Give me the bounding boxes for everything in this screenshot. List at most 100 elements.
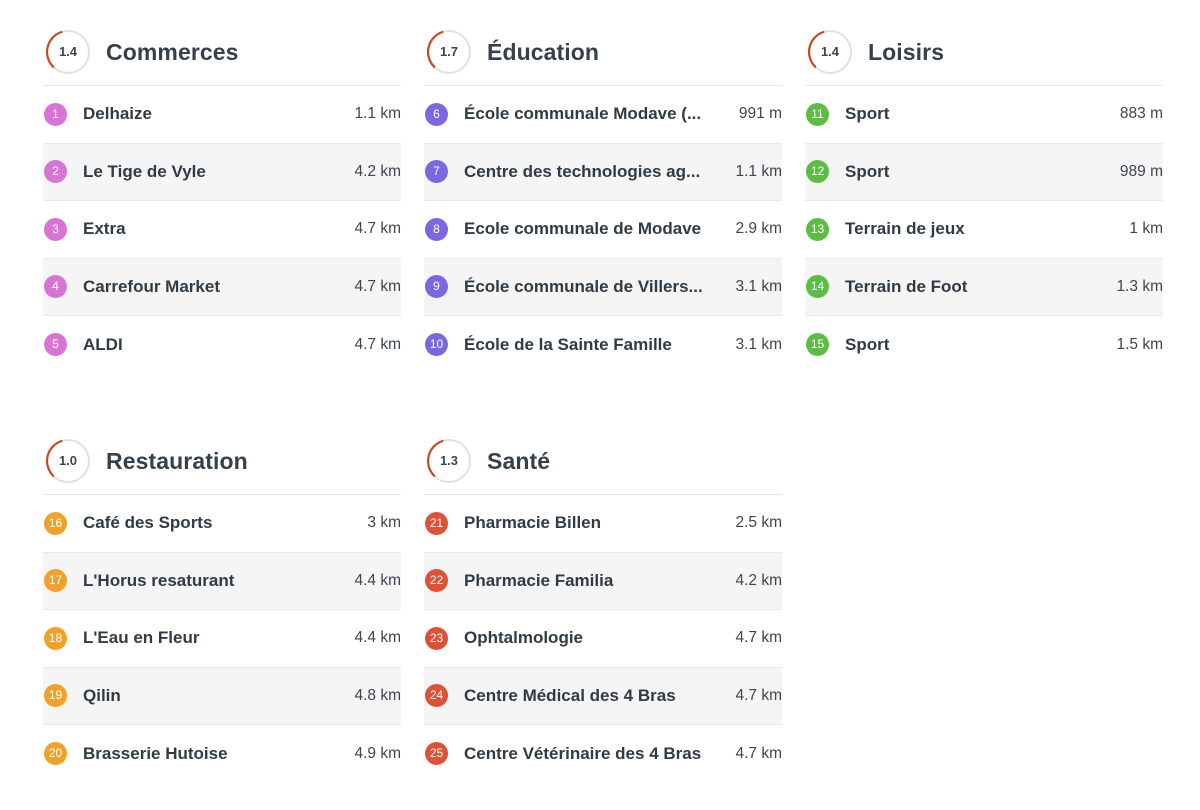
marker-number-badge: 5 <box>44 333 67 357</box>
list-item[interactable]: 6 École communale Modave (... 991 m <box>424 86 782 144</box>
place-distance: 4.9 km <box>354 744 401 762</box>
place-distance: 1.1 km <box>354 105 401 123</box>
marker-number-badge: 15 <box>806 333 829 357</box>
category-header: 1.0 Restauration <box>43 428 401 495</box>
list-item[interactable]: 8 Ecole communale de Modave 2.9 km <box>424 201 782 259</box>
place-name: Brasserie Hutoise <box>83 743 228 763</box>
place-distance: 989 m <box>1119 162 1163 180</box>
gauge-ring-icon <box>45 439 90 483</box>
place-name: Carrefour Market <box>83 276 220 296</box>
marker-number-badge: 10 <box>425 333 448 357</box>
place-distance: 1.5 km <box>1116 335 1163 353</box>
place-distance: 4.7 km <box>354 220 401 238</box>
gauge-ring-icon <box>426 30 471 74</box>
place-name: Centre des technologies ag... <box>464 161 701 181</box>
place-distance: 883 m <box>1119 105 1163 123</box>
marker-number-badge: 9 <box>425 275 448 299</box>
marker-number-badge: 25 <box>425 742 448 766</box>
score-value: 1.4 <box>58 44 78 59</box>
list-item[interactable]: 24 Centre Médical des 4 Bras 4.7 km <box>424 667 782 725</box>
marker-number-badge: 22 <box>425 569 448 593</box>
list-item[interactable]: 22 Pharmacie Familia 4.2 km <box>424 552 782 610</box>
place-name: École de la Sainte Famille <box>464 334 672 354</box>
place-name: Centre Médical des 4 Bras <box>464 685 676 705</box>
list-item[interactable]: 16 Café des Sports 3 km <box>43 495 401 553</box>
list-item[interactable]: 18 L'Eau en Fleur 4.4 km <box>43 610 401 668</box>
list-item[interactable]: 10 École de la Sainte Famille 3.1 km <box>424 316 782 374</box>
place-distance: 4.4 km <box>354 629 401 647</box>
place-distance: 4.7 km <box>735 744 782 762</box>
list-item[interactable]: 2 Le Tige de Vyle 4.2 km <box>43 143 401 201</box>
place-distance: 1.1 km <box>735 162 782 180</box>
place-distance: 2.5 km <box>735 514 782 532</box>
list-item[interactable]: 17 L'Horus resaturant 4.4 km <box>43 552 401 610</box>
score-gauge: 1.3 <box>425 437 473 485</box>
list-item[interactable]: 7 Centre des technologies ag... 1.1 km <box>424 143 782 201</box>
place-name: Sport <box>845 104 890 124</box>
marker-number-badge: 19 <box>44 684 67 708</box>
marker-number-badge: 11 <box>806 102 829 126</box>
place-distance: 4.8 km <box>354 686 401 704</box>
category-header: 1.3 Santé <box>424 428 782 495</box>
place-distance: 991 m <box>738 105 782 123</box>
marker-number-badge: 8 <box>425 217 448 241</box>
marker-number-badge: 4 <box>44 275 67 299</box>
list-item[interactable]: 23 Ophtalmologie 4.7 km <box>424 610 782 668</box>
place-distance: 4.2 km <box>354 162 401 180</box>
place-distance: 4.7 km <box>735 686 782 704</box>
score-gauge: 1.7 <box>425 28 473 76</box>
marker-number-badge: 16 <box>44 511 67 535</box>
place-name: Sport <box>845 334 890 354</box>
marker-number-badge: 21 <box>425 511 448 535</box>
place-name: L'Eau en Fleur <box>83 628 200 648</box>
place-name: Qilin <box>83 685 121 705</box>
list-item[interactable]: 11 Sport 883 m <box>805 86 1163 144</box>
category-title: Restauration <box>106 447 248 474</box>
list-item[interactable]: 20 Brasserie Hutoise 4.9 km <box>43 725 401 783</box>
list-item[interactable]: 1 Delhaize 1.1 km <box>43 86 401 144</box>
category-title: Loisirs <box>868 38 945 65</box>
list-item[interactable]: 12 Sport 989 m <box>805 143 1163 201</box>
list-item[interactable]: 4 Carrefour Market 4.7 km <box>43 258 401 316</box>
place-name: Terrain de Foot <box>845 276 968 296</box>
place-name: ALDI <box>83 334 123 354</box>
list-item[interactable]: 15 Sport 1.5 km <box>805 316 1163 374</box>
gauge-ring-icon <box>45 30 90 74</box>
list-item[interactable]: 13 Terrain de jeux 1 km <box>805 201 1163 259</box>
list-item[interactable]: 3 Extra 4.7 km <box>43 201 401 259</box>
place-name: Extra <box>83 219 126 239</box>
category-title: Commerces <box>106 38 239 65</box>
list-item[interactable]: 21 Pharmacie Billen 2.5 km <box>424 495 782 553</box>
place-name: Centre Vétérinaire des 4 Bras <box>464 743 702 763</box>
place-name: L'Horus resaturant <box>83 570 235 590</box>
category-title: Santé <box>487 447 551 474</box>
score-value: 1.7 <box>439 44 459 59</box>
list-item[interactable]: 5 ALDI 4.7 km <box>43 316 401 374</box>
marker-number-badge: 3 <box>44 217 67 241</box>
score-gauge: 1.0 <box>44 437 92 485</box>
gauge-ring-icon <box>426 439 471 483</box>
list-item[interactable]: 19 Qilin 4.8 km <box>43 667 401 725</box>
category-header: 1.7 Éducation <box>424 19 782 86</box>
list-item[interactable]: 14 Terrain de Foot 1.3 km <box>805 258 1163 316</box>
place-distance: 1.3 km <box>1116 277 1163 295</box>
marker-number-badge: 2 <box>44 160 67 184</box>
place-distance: 4.2 km <box>735 571 782 589</box>
place-distance: 2.9 km <box>735 220 782 238</box>
marker-number-badge: 13 <box>806 217 829 241</box>
marker-number-badge: 23 <box>425 626 448 650</box>
place-name: Pharmacie Billen <box>464 513 602 533</box>
place-distance: 4.7 km <box>354 335 401 353</box>
place-distance: 4.7 km <box>354 277 401 295</box>
place-distance: 3.1 km <box>735 335 782 353</box>
category-header: 1.4 Commerces <box>43 19 401 86</box>
place-name: Café des Sports <box>83 513 213 533</box>
place-name: École communale Modave (... <box>464 104 702 124</box>
place-name: Ophtalmologie <box>464 628 583 648</box>
list-item[interactable]: 9 École communale de Villers... 3.1 km <box>424 258 782 316</box>
category-title: Éducation <box>487 38 600 65</box>
place-name: Ecole communale de Modave <box>464 219 702 239</box>
list-item[interactable]: 25 Centre Vétérinaire des 4 Bras 4.7 km <box>424 725 782 783</box>
place-name: Terrain de jeux <box>845 219 965 239</box>
place-distance: 4.7 km <box>735 629 782 647</box>
